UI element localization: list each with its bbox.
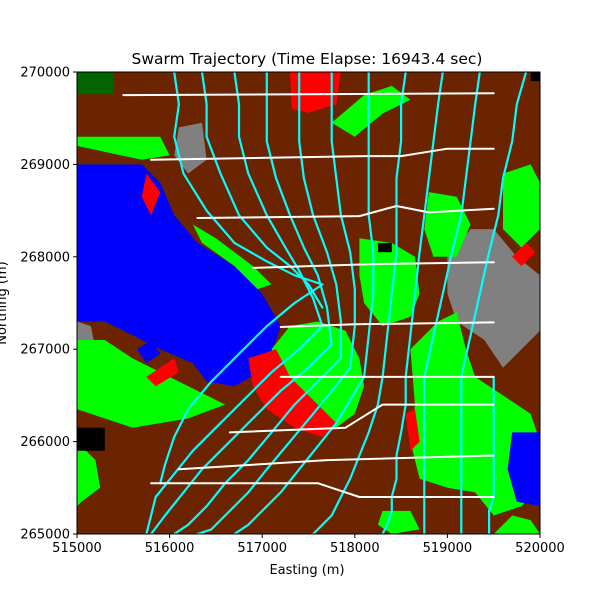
landcover-other [530,72,540,82]
landcover-vegetation [192,224,272,290]
landcover-water [77,164,281,387]
trajectory-line [488,375,495,534]
landcover-urban [174,122,207,174]
landcover-vegetation [377,510,420,534]
landcover-water [507,432,540,507]
landcover-vegetation [359,238,420,327]
chart-title: Swarm Trajectory (Time Elapse: 16943.4 s… [132,50,483,68]
formation-line [150,147,495,161]
x-tick-label: 517000 [237,541,287,556]
landcover-fire [512,242,536,266]
trajectory-line [363,72,375,378]
landcover-other [77,427,105,451]
landcover-fire [248,349,337,437]
landcover-water [137,340,161,364]
formation-line [279,321,495,328]
x-tick-label: 519000 [423,541,473,556]
x-tick-label: 520000 [515,541,565,556]
landcover-other [377,242,392,253]
trajectory-line [173,357,342,534]
landcover-fire [141,173,161,216]
landcover-vegetation [424,192,471,257]
trajectory-line [298,72,342,360]
trajectory-line [460,72,528,378]
y-tick-label: 270000 [20,66,70,81]
landcover-vegetation [331,85,411,137]
x-tick-label: 515000 [52,541,102,556]
trajectory-line [233,72,324,328]
trajectory-line [423,72,481,378]
trajectory-line [381,375,407,534]
trajectory-line [330,72,356,369]
x-tick-label: 518000 [330,541,380,556]
formation-line [228,403,495,434]
trajectory-line [381,72,407,378]
trajectory-line [159,283,324,485]
y-tick-label: 268000 [20,250,70,265]
formation-line [196,205,495,219]
plot-area [77,72,540,534]
y-axis: 265000 266000 267000 268000 269000 270000 [20,66,77,543]
landcover-vegetation [493,515,540,534]
landcover-fire [405,409,420,451]
trajectory-line [173,72,324,286]
trajectory-line [265,72,333,346]
formation-line [122,92,495,97]
formation-line [251,261,495,269]
landcover-vegetation [410,312,540,516]
y-tick-label: 266000 [20,435,70,450]
y-tick-label: 265000 [20,528,70,543]
plot-frame [76,71,541,535]
y-axis-label: Northing (m) [0,261,10,344]
trajectory-line [404,72,444,378]
trajectory-line [312,375,384,534]
landcover-fire [146,358,179,387]
x-tick-label: 516000 [145,541,195,556]
x-axis-label: Easting (m) [269,563,344,578]
landcover-fire [290,72,341,113]
landcover-vegetation [503,164,540,248]
formation-line [150,482,495,498]
trajectory-line [233,375,366,534]
landcover-urban [447,229,540,368]
y-tick-label: 269000 [20,158,70,173]
landcover-forest [77,72,114,95]
y-tick-label: 267000 [20,343,70,358]
trajectory-line [150,343,333,534]
landcover-vegetation [77,136,170,160]
trajectory-line [196,366,352,534]
trajectory-line [145,325,324,534]
formation-line [177,454,495,471]
landcover-vegetation [77,340,226,428]
landcover-vegetation [77,441,101,507]
x-axis: 515000 516000 517000 518000 519000 520000 [52,534,565,556]
